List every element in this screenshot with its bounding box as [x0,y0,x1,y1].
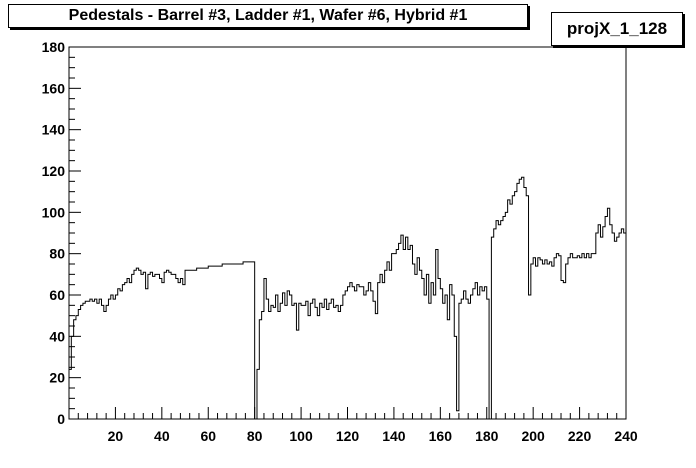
y-tick-label: 0 [57,411,65,427]
histogram-line [69,176,626,420]
plot-frame [68,46,627,420]
x-tick-label: 100 [289,428,313,444]
x-tick-label: 60 [200,428,216,444]
y-tick-label: 40 [49,328,65,344]
y-tick-label: 120 [42,163,66,179]
y-tick-label: 100 [42,204,66,220]
x-tick-label: 240 [614,428,638,444]
x-tick-label: 220 [568,428,592,444]
y-tick-label: 160 [42,80,66,96]
y-tick-label: 140 [42,122,66,138]
x-tick-label: 160 [429,428,453,444]
x-tick-label: 200 [521,428,545,444]
x-tick-label: 180 [475,428,499,444]
x-tick-label: 140 [382,428,406,444]
chart-title: Pedestals - Barrel #3, Ladder #1, Wafer … [8,4,528,28]
y-tick-label: 20 [49,370,65,386]
x-tick-label: 20 [108,428,124,444]
y-tick-label: 80 [49,246,65,262]
y-tick-label: 180 [42,39,66,55]
x-tick-label: 40 [154,428,170,444]
axis-ticks [68,46,627,420]
x-tick-label: 80 [247,428,263,444]
histogram-name-box: projX_1_128 [551,12,683,46]
x-tick-label: 120 [336,428,360,444]
y-tick-label: 60 [49,287,65,303]
axis-tick-labels: 20 40 60 80 100 120 140 160 180 200 220 240 0 20 40 60 8… [42,39,638,444]
